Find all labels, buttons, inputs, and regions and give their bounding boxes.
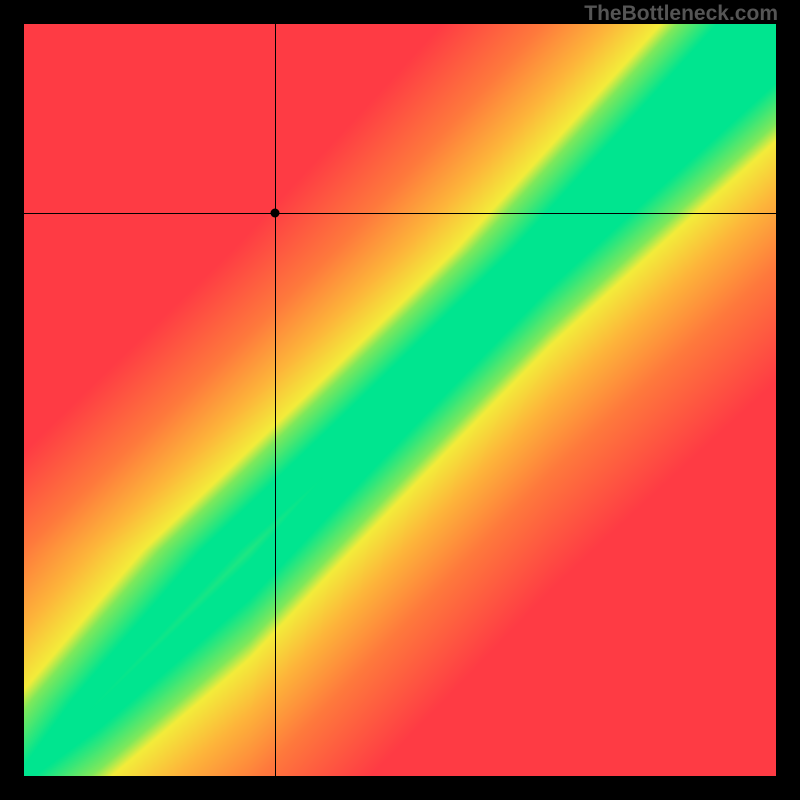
crosshair-marker [271,209,280,218]
chart-container: TheBottleneck.com [0,0,800,800]
crosshair-horizontal [0,213,800,214]
bottleneck-heatmap [24,24,776,776]
watermark-text: TheBottleneck.com [584,2,778,26]
crosshair-vertical [275,0,276,800]
